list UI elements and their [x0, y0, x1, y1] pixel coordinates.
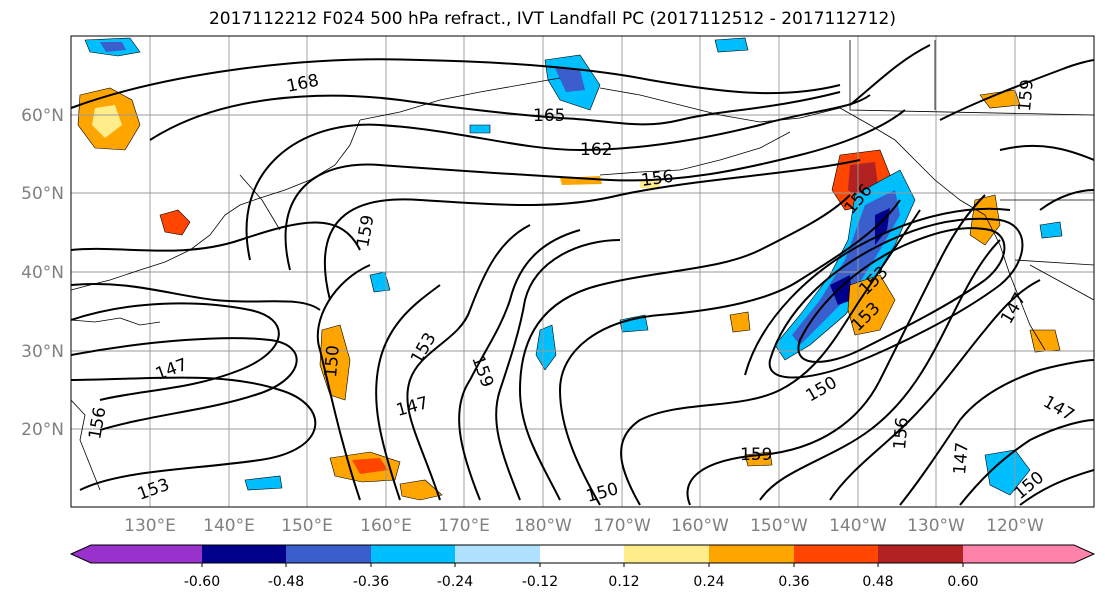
- lat-label: 50°N: [21, 184, 64, 204]
- lon-label: 150°E: [281, 516, 333, 536]
- height-contours: [71, 44, 1094, 506]
- contour-label: 159: [353, 213, 378, 248]
- map-title: 2017112212 F024 500 hPa refract., IVT La…: [208, 9, 896, 29]
- contour-label: 147: [153, 355, 190, 385]
- lon-label: 160°E: [360, 516, 412, 536]
- lon-label: 130°E: [124, 516, 176, 536]
- lat-label: 20°N: [21, 420, 64, 440]
- contour-label: 156: [890, 416, 913, 450]
- colorbar-extend-high: [963, 545, 1094, 563]
- contour-label: 165: [533, 106, 565, 126]
- lon-label: 180°W: [514, 516, 572, 536]
- colorbar-tick-label: 0.36: [778, 574, 809, 590]
- colorbar-tick-label: 0.12: [608, 574, 639, 590]
- colorbar-tick-label: 0.24: [693, 574, 724, 590]
- lon-label: 160°W: [671, 516, 729, 536]
- colorbar-segment: [624, 545, 709, 563]
- map-frame: [70, 35, 1095, 508]
- latitude-labels: 60°N 50°N 40°N 30°N 20°N: [21, 106, 64, 440]
- colorbar-tick-label: -0.12: [522, 574, 558, 590]
- colorbar-segment: [878, 545, 963, 563]
- lon-label: 140°W: [829, 516, 887, 536]
- contour-label: 147: [997, 289, 1031, 327]
- colorbar-segment: [709, 545, 794, 563]
- colorbar-segment: [540, 545, 624, 563]
- lon-label: 170°W: [593, 516, 651, 536]
- contour-label: 159: [467, 353, 497, 390]
- contour-label: 150: [803, 373, 841, 407]
- contour-label: 150: [584, 479, 621, 507]
- contour-label: 147: [950, 441, 973, 475]
- contour-label: 147: [394, 393, 431, 421]
- contour-label: 156: [85, 405, 110, 440]
- colorbar-labels: -0.60 -0.48 -0.36 -0.24 -0.12 0.12 0.24 …: [184, 574, 979, 590]
- colorbar-segment: [794, 545, 878, 563]
- lat-label: 40°N: [21, 263, 64, 283]
- colorbar-segment: [455, 545, 540, 563]
- contour-label: 159: [1015, 78, 1038, 112]
- colorbar-outline: [69, 544, 1096, 564]
- colorbar-tick-label: -0.48: [268, 574, 304, 590]
- contour-label: 168: [285, 71, 321, 97]
- colorbar-segment: [286, 545, 371, 563]
- longitude-labels: 130°E 140°E 150°E 160°E 170°E 180°W 170°…: [124, 516, 1044, 536]
- lat-label: 60°N: [21, 106, 64, 126]
- colorbar-tick-label: -0.60: [184, 574, 220, 590]
- colorbar-tick-label: 0.60: [947, 574, 978, 590]
- lat-label: 30°N: [21, 342, 64, 362]
- lon-label: 120°W: [986, 516, 1044, 536]
- lon-label: 140°E: [203, 516, 255, 536]
- colorbar-segment: [371, 545, 455, 563]
- colorbar: [69, 544, 1096, 567]
- contour-label: 162: [580, 140, 612, 160]
- colorbar-tick-label: -0.24: [437, 574, 473, 590]
- lon-label: 170°E: [438, 516, 490, 536]
- contour-labels: 168 165 162 156 159 147 150 153 159 147 …: [85, 71, 1077, 507]
- colorbar-tick-label: -0.36: [353, 574, 389, 590]
- contour-label: 147: [1040, 392, 1078, 426]
- colorbar-tick-label: 0.48: [862, 574, 893, 590]
- contour-label: 153: [135, 475, 172, 505]
- lon-label: 150°W: [750, 516, 808, 536]
- contour-label: 150: [321, 344, 344, 378]
- coastlines: [71, 40, 1094, 491]
- contour-label: 156: [640, 167, 675, 191]
- map-plot-area: 168 165 162 156 159 147 150 153 159 147 …: [71, 36, 1094, 507]
- colorbar-segment: [202, 545, 286, 563]
- contour-label: 159: [740, 445, 772, 465]
- lon-label: 130°W: [907, 516, 965, 536]
- colorbar-extend-low: [71, 545, 202, 563]
